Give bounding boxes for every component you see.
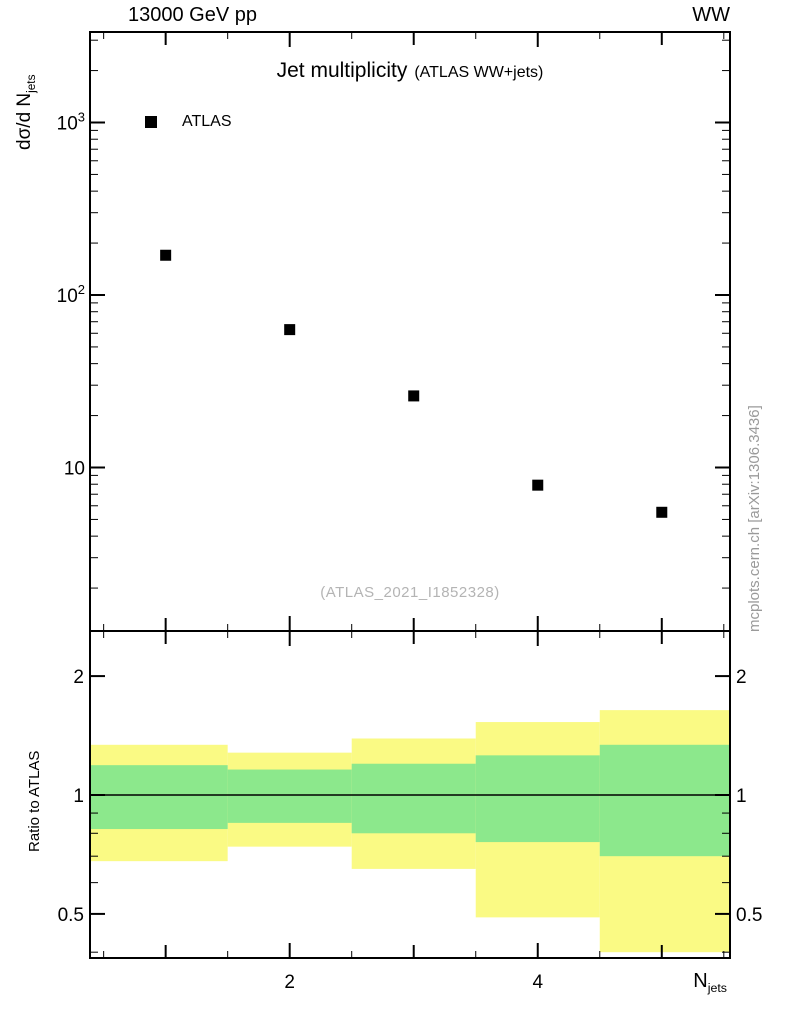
data-point (408, 390, 420, 402)
data-point (532, 479, 544, 491)
y-axis-tick-label: 102 (57, 282, 85, 307)
ratio-tick-label-right: 1 (736, 786, 747, 807)
green-uncertainty-band (351, 763, 476, 834)
y-axis-label: dσ/d Njets (14, 75, 38, 150)
data-point (284, 324, 296, 336)
y-axis-label-sub: jets (24, 74, 38, 93)
x-axis-label: Njets (693, 970, 727, 995)
beam-energy-label: 13000 GeV pp (128, 4, 257, 26)
legend: ATLAS (145, 112, 232, 132)
ratio-tick-label-left: 2 (73, 667, 84, 688)
ratio-y-axis-label: Ratio to ATLAS (26, 750, 43, 852)
ratio-tick-label-left: 1 (73, 786, 84, 807)
ratio-tick-label-left: 0.5 (58, 905, 84, 926)
legend-series-label: ATLAS (182, 113, 232, 130)
ratio-tick-label-right: 0.5 (736, 905, 762, 926)
data-point (656, 506, 668, 518)
x-axis-tick-label: 2 (284, 972, 295, 993)
ratio-tick-label-right: 2 (736, 667, 747, 688)
x-axis-tick-label: 4 (532, 972, 543, 993)
x-axis-label-main: N (693, 970, 708, 992)
plot-title: Jet multiplicity (276, 59, 408, 82)
green-uncertainty-band (599, 744, 730, 857)
analysis-id-watermark: (ATLAS_2021_I1852328) (320, 584, 500, 601)
side-caption: mcplots.cern.ch [arXiv:1306.3436] (746, 405, 763, 632)
data-point (160, 249, 172, 261)
green-uncertainty-band (90, 765, 228, 830)
process-label: WW (692, 4, 730, 26)
y-axis-tick-label: 103 (57, 110, 85, 135)
plot-title-row: Jet multiplicity (ATLAS WW+jets) (90, 59, 730, 83)
plot-subtitle: (ATLAS WW+jets) (414, 64, 544, 81)
green-uncertainty-band (475, 755, 600, 843)
legend-marker-square (145, 116, 157, 128)
y-axis-label-main: dσ/d N (14, 92, 35, 150)
x-axis-label-sub: jets (707, 981, 727, 995)
ratio-panel-frame (89, 630, 731, 959)
green-uncertainty-band (227, 769, 352, 823)
y-axis-tick-label: 10 (64, 459, 85, 480)
